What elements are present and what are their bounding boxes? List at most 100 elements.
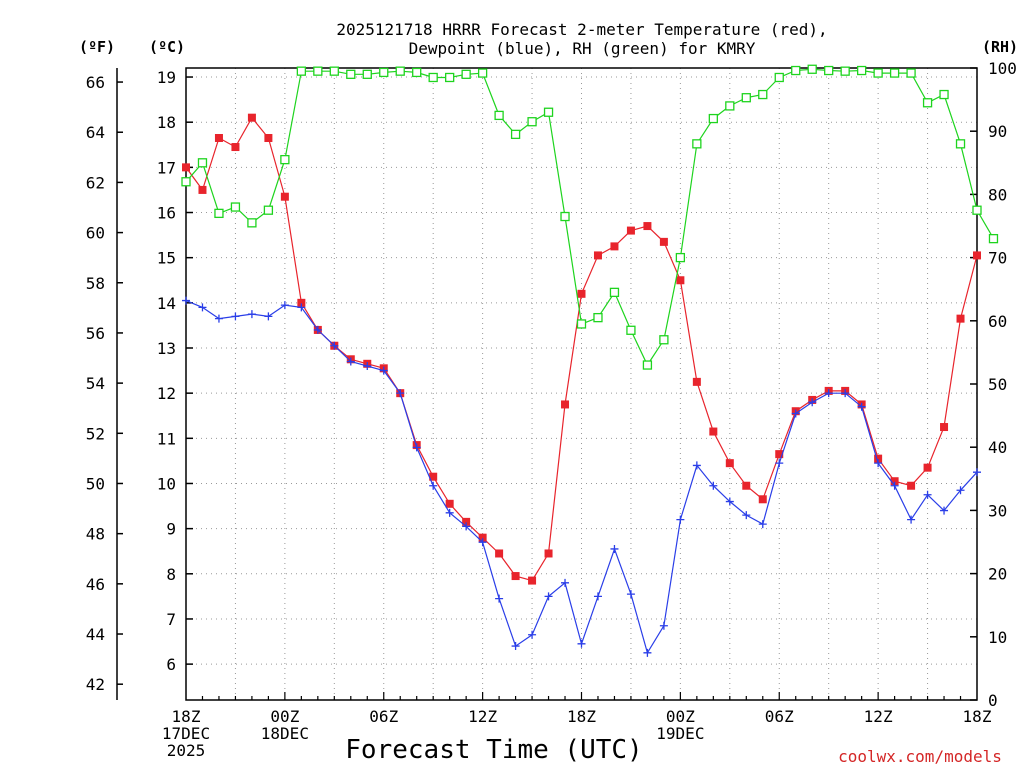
rh-point — [560, 211, 570, 222]
rh-point — [939, 89, 949, 100]
axes: 4244464850525456586062646667891011121314… — [86, 59, 1017, 760]
rh-point — [972, 205, 982, 215]
x-tick-label: 19DEC — [656, 724, 704, 743]
c-tick-label: 7 — [166, 610, 176, 629]
temperature-point — [264, 133, 273, 142]
rh-point — [494, 110, 504, 121]
f-tick-label: 54 — [86, 374, 105, 393]
c-tick-label: 11 — [157, 429, 176, 448]
rh-point — [774, 72, 784, 83]
dewpoint-point — [643, 648, 652, 657]
c-tick-label: 18 — [157, 113, 176, 132]
x-tick-label: 06Z — [369, 707, 398, 726]
rh-tick-label: 0 — [988, 691, 998, 710]
rh-point — [543, 107, 554, 117]
x-tick-label: 18Z — [567, 707, 596, 726]
rh-point — [362, 69, 372, 79]
f-tick-label: 48 — [86, 525, 105, 544]
dewpoint-point — [264, 312, 273, 321]
dewpoint-point — [346, 357, 355, 366]
series-rh — [181, 64, 999, 370]
rh-point — [445, 72, 455, 83]
rh-point — [527, 117, 537, 127]
rh-tick-label: 40 — [988, 438, 1007, 457]
rh-point — [955, 139, 966, 149]
temperature-point — [742, 481, 751, 490]
temperature-point — [758, 495, 767, 504]
dewpoint-point — [561, 578, 570, 587]
rh-point — [181, 177, 191, 187]
x-tick-label: 18DEC — [261, 724, 309, 743]
temperature-point — [973, 251, 981, 260]
rh-point — [807, 64, 817, 74]
rh-point — [428, 72, 438, 83]
rh-tick-label: 70 — [988, 249, 1007, 268]
rh-point — [906, 68, 916, 78]
x-axis-label: Forecast Time (UTC) — [345, 735, 642, 765]
rh-tick-label: 100 — [988, 59, 1017, 78]
dewpoint-point — [923, 490, 932, 499]
dewpoint-point — [577, 639, 586, 648]
rh-point — [692, 139, 702, 149]
dewpoint-point — [429, 481, 438, 490]
c-tick-label: 14 — [157, 294, 176, 313]
rh-point — [346, 69, 356, 79]
rh-point — [675, 252, 686, 263]
rh-point — [296, 66, 307, 76]
dewpoint-point — [742, 511, 751, 520]
x-tick-label: 06Z — [765, 707, 794, 726]
temperature-point — [297, 298, 306, 307]
temperature-point — [561, 400, 570, 409]
f-tick-label: 58 — [86, 274, 105, 293]
temperature-point — [709, 427, 718, 436]
dewpoint-point — [198, 303, 207, 312]
dewpoint-point — [182, 296, 190, 305]
grid — [186, 68, 977, 700]
rh-point — [197, 158, 208, 168]
c-tick-label: 9 — [166, 520, 176, 539]
c-tick-label: 8 — [166, 565, 176, 584]
x-tick-label: 00Z — [270, 707, 299, 726]
rh-point — [741, 93, 751, 103]
dewpoint-point — [824, 389, 833, 398]
dewpoint-point — [808, 398, 817, 407]
rh-point — [922, 98, 933, 108]
temperature-point — [280, 192, 289, 201]
rh-point — [230, 202, 241, 212]
dewpoint-point — [313, 325, 322, 334]
temperature-point — [907, 481, 916, 490]
rh-point — [329, 66, 339, 76]
dewpoint-point — [462, 522, 471, 531]
temperature-point — [593, 251, 602, 260]
series-layer — [181, 64, 999, 657]
temperature-point — [577, 289, 586, 298]
c-tick-label: 13 — [157, 339, 176, 358]
dewpoint-point — [725, 497, 734, 506]
dewpoint-point — [874, 459, 883, 468]
c-tick-label: 15 — [157, 249, 176, 268]
temperature-point — [544, 549, 553, 558]
temperature-point — [923, 463, 932, 472]
dewpoint-point — [973, 468, 981, 477]
c-tick-label: 12 — [157, 384, 176, 403]
dewpoint-point — [907, 515, 916, 524]
rh-point — [856, 65, 867, 76]
rh-point — [873, 68, 883, 78]
temperature-point — [528, 576, 537, 585]
f-tick-label: 62 — [86, 173, 105, 192]
f-tick-label: 44 — [86, 625, 105, 644]
dewpoint-point — [528, 630, 537, 639]
f-tick-label: 66 — [86, 73, 105, 92]
rh-tick-label: 30 — [988, 501, 1007, 520]
dewpoint-point — [593, 592, 602, 601]
f-tick-label: 64 — [86, 123, 105, 142]
dewpoint-point — [841, 389, 850, 398]
f-tick-label: 56 — [86, 324, 105, 343]
temperature-point — [610, 242, 619, 251]
dewpoint-point — [626, 590, 635, 599]
x-tick-label: 18Z — [963, 707, 992, 726]
rh-point — [247, 218, 257, 228]
dewpoint-point — [544, 592, 553, 601]
dewpoint-point — [495, 594, 504, 603]
